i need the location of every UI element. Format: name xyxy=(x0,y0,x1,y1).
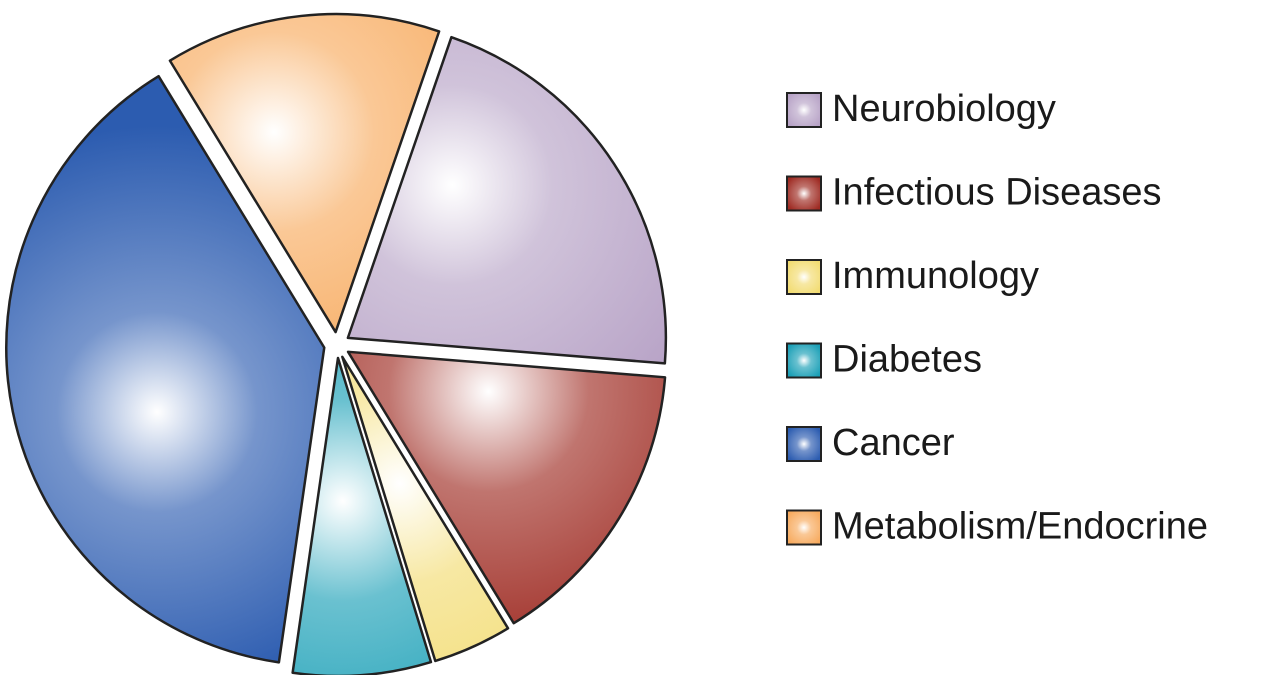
pie-slice xyxy=(5,74,326,664)
pie xyxy=(5,12,668,678)
legend-swatch xyxy=(786,509,822,546)
pie-slice xyxy=(341,355,510,663)
pie-slice xyxy=(168,12,441,334)
legend-swatch xyxy=(786,175,822,212)
legend-label: Infectious Diseases xyxy=(832,172,1162,214)
legend-label: Metabolism/Endocrine xyxy=(832,506,1208,548)
legend-label: Immunology xyxy=(832,255,1039,297)
legend-swatch xyxy=(786,426,822,462)
legend-label: Neurobiology xyxy=(832,88,1056,130)
legend: Neurobiology Infectious Diseases Immunolog… xyxy=(786,88,1208,548)
legend-swatch xyxy=(786,92,822,128)
legend-label: Diabetes xyxy=(832,339,982,381)
legend-label: Cancer xyxy=(832,422,955,464)
legend-swatch xyxy=(786,342,822,379)
legend-swatch xyxy=(786,259,822,295)
pie-slice xyxy=(346,350,667,625)
pie-slice xyxy=(346,35,668,365)
